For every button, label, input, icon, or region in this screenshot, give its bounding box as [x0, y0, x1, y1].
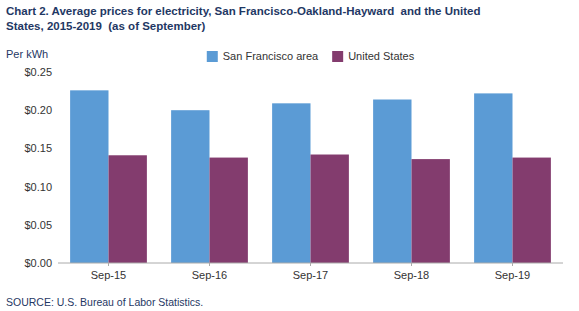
- bar: [109, 155, 147, 263]
- legend-swatch: [207, 51, 218, 62]
- x-tick: [108, 263, 109, 266]
- bar: [412, 159, 450, 263]
- bar: [70, 90, 108, 263]
- legend-item: San Francisco area: [207, 50, 319, 62]
- y-tick-label: $0.20: [24, 104, 52, 116]
- source-note: SOURCE: U.S. Bureau of Labor Statistics.: [6, 296, 203, 308]
- y-tick-label: $0.15: [24, 142, 52, 154]
- x-tick-label: Sep-18: [394, 269, 429, 281]
- bar: [210, 158, 248, 263]
- bar: [373, 100, 411, 263]
- y-axis: $0.00 $0.05 $0.10 $0.15 $0.20 $0.25: [24, 66, 58, 269]
- legend-label: San Francisco area: [223, 50, 319, 62]
- y-tick-label: $0.00: [24, 257, 52, 269]
- legend-label: United States: [348, 50, 415, 62]
- chart: Chart 2. Average prices for electricity,…: [0, 0, 579, 311]
- y-tick: [55, 148, 58, 149]
- y-tick: [55, 224, 58, 225]
- x-tick-label: Sep-15: [91, 269, 126, 281]
- x-axis: Sep-15 Sep-16 Sep-17 Sep-18 Sep-19: [58, 263, 563, 281]
- bar: [474, 93, 512, 263]
- y-tick: [55, 186, 58, 187]
- x-tick-label: Sep-19: [495, 269, 530, 281]
- legend: San Francisco area United States: [207, 50, 415, 62]
- y-tick-label: $0.05: [24, 219, 52, 231]
- subtitle: States, 2015-2019 (as of September): [6, 20, 206, 32]
- bar: [311, 155, 349, 263]
- title: Chart 2. Average prices for electricity,…: [6, 5, 480, 17]
- x-tick: [310, 263, 311, 266]
- bars: [70, 90, 551, 263]
- bar: [513, 158, 551, 263]
- x-tick: [411, 263, 412, 266]
- y-tick-label: $0.10: [24, 181, 52, 193]
- x-tick: [512, 263, 513, 266]
- x-tick-label: Sep-17: [293, 269, 328, 281]
- bar: [171, 110, 209, 263]
- y-tick: [55, 72, 58, 73]
- legend-item: United States: [332, 50, 415, 62]
- x-tick-label: Sep-16: [192, 269, 227, 281]
- legend-swatch: [332, 51, 343, 62]
- y-tick: [55, 263, 58, 264]
- bar: [272, 103, 310, 263]
- y-tick-label: $0.25: [24, 66, 52, 78]
- y-axis-label: Per kWh: [6, 48, 48, 60]
- y-tick: [55, 110, 58, 111]
- x-tick: [209, 263, 210, 266]
